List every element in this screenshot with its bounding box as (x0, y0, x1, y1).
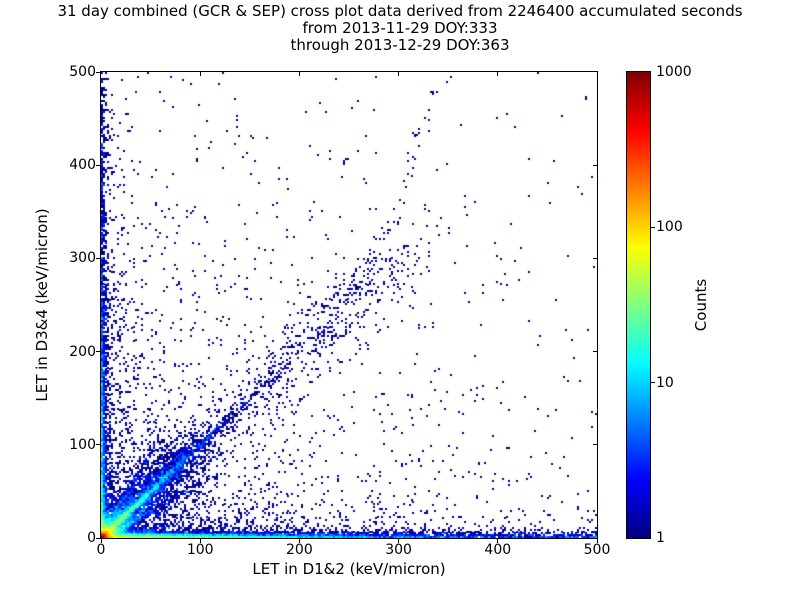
x-tick-mark (199, 539, 201, 543)
y-tick-label: 500 (69, 64, 96, 80)
colorbar (626, 71, 651, 539)
x-tick-mark-top (298, 72, 300, 76)
x-tick-mark (596, 539, 598, 543)
plot-area (100, 71, 598, 539)
x-tick-label: 200 (286, 542, 313, 558)
colorbar-tick-label: 100 (656, 219, 683, 236)
y-tick-label: 300 (69, 250, 96, 267)
chart-title-line-3: through 2013-12-29 DOY:363 (290, 36, 510, 54)
chart-title-line-2: from 2013-11-29 DOY:333 (302, 19, 498, 37)
colorbar-tick-label: 1 (656, 530, 665, 546)
colorbar-tick-label: 1000 (656, 64, 692, 80)
y-tick-mark-right (593, 351, 597, 353)
y-tick-mark (96, 444, 100, 446)
scatter-heatmap-canvas (101, 72, 597, 538)
colorbar-axis-label: Counts (692, 278, 710, 332)
colorbar-tick-mark (650, 226, 655, 228)
x-tick-label: 300 (385, 542, 412, 558)
x-tick-label: 400 (484, 542, 512, 558)
x-tick-mark (398, 539, 400, 543)
y-tick-label: 0 (87, 530, 96, 546)
x-tick-mark (100, 539, 102, 543)
y-tick-mark-right (593, 257, 597, 259)
colorbar-tick-label: 10 (656, 374, 674, 391)
y-tick-label: 100 (69, 436, 96, 453)
colorbar-gradient-canvas (627, 72, 650, 538)
y-tick-mark (96, 257, 100, 259)
y-tick-mark (96, 164, 100, 166)
y-tick-label: 200 (69, 343, 96, 360)
x-axis-label: LET in D1&2 (keV/micron) (252, 560, 446, 578)
x-tick-mark-top (497, 72, 499, 76)
colorbar-tick-mark (650, 382, 655, 384)
y-tick-mark (96, 71, 100, 73)
chart-title: 31 day combined (GCR & SEP) cross plot d… (0, 3, 800, 54)
x-tick-mark-top (199, 72, 201, 76)
x-tick-mark (298, 539, 300, 543)
y-tick-label: 400 (69, 157, 96, 174)
x-tick-label: 500 (583, 542, 611, 558)
chart-title-line-1: 31 day combined (GCR & SEP) cross plot d… (57, 2, 743, 20)
x-tick-mark-top (398, 72, 400, 76)
y-tick-mark (96, 537, 100, 539)
y-tick-mark-right (593, 444, 597, 446)
x-tick-label: 0 (96, 542, 106, 558)
x-tick-label: 100 (186, 542, 214, 558)
y-tick-mark (96, 351, 100, 353)
x-tick-mark (497, 539, 499, 543)
y-axis-label: LET in D3&4 (keV/micron) (33, 208, 51, 402)
y-tick-mark-right (593, 164, 597, 166)
